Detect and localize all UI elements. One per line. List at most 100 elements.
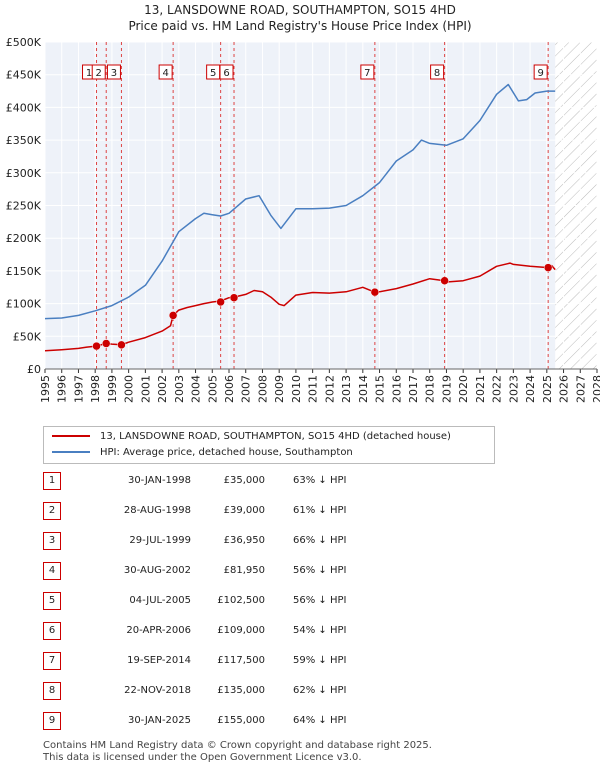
y-tick-label: £400K (6, 101, 42, 114)
sale-number-box (91, 64, 106, 80)
transaction-hpi-diff: 56% ↓ HPI (293, 595, 347, 606)
x-tick-label: 1999 (106, 375, 119, 403)
sale-point (168, 311, 178, 320)
transaction-date: 20-APR-2006 (126, 625, 191, 636)
legend-label-hpi: HPI: Average price, detached house, Sout… (100, 447, 353, 458)
transaction-row: 8 22-NOV-2018 £135,000 62% ↓ HPI (43, 682, 473, 700)
x-tick-label: 2000 (123, 375, 136, 403)
x-tick-label: 2012 (323, 375, 336, 403)
legend-item-property: 13, LANSDOWNE ROAD, SOUTHAMPTON, SO15 4H… (52, 430, 451, 444)
x-tick-label: 2001 (139, 375, 152, 403)
sale-number-label: 9 (537, 68, 543, 79)
x-tick-label: 2021 (474, 375, 487, 403)
sale-number-label: 1 (86, 68, 92, 79)
transaction-price: £117,500 (217, 655, 265, 666)
transaction-number-badge: 7 (43, 652, 61, 670)
y-tick-label: £50K (13, 330, 42, 343)
transaction-row: 9 30-JAN-2025 £155,000 64% ↓ HPI (43, 712, 473, 730)
sale-point (543, 263, 553, 272)
sale-number-label: 6 (223, 68, 229, 79)
transaction-row: 7 19-SEP-2014 £117,500 59% ↓ HPI (43, 652, 473, 670)
transaction-hpi-diff: 66% ↓ HPI (293, 535, 347, 546)
transaction-row: 5 04-JUL-2005 £102,500 56% ↓ HPI (43, 592, 473, 610)
transaction-hpi-diff: 59% ↓ HPI (293, 655, 347, 666)
transaction-row: 1 30-JAN-1998 £35,000 63% ↓ HPI (43, 472, 473, 490)
hpi-line (44, 83, 556, 320)
x-tick-label: 2024 (524, 375, 537, 403)
sale-number-label: 8 (434, 68, 440, 79)
transaction-date: 30-AUG-2002 (123, 565, 191, 576)
x-tick-label: 1996 (56, 375, 69, 403)
transaction-number-badge: 4 (43, 562, 61, 580)
transaction-date: 04-JUL-2005 (129, 595, 191, 606)
transaction-price: £35,000 (223, 475, 265, 486)
transaction-price: £39,000 (223, 505, 265, 516)
y-tick-label: £200K (6, 232, 42, 245)
x-tick-label: 2028 (591, 375, 600, 403)
legend-swatch-hpi (52, 451, 90, 453)
transaction-row: 6 20-APR-2006 £109,000 54% ↓ HPI (43, 622, 473, 640)
transaction-number-badge: 5 (43, 592, 61, 610)
transaction-date: 19-SEP-2014 (127, 655, 191, 666)
chart-title: 13, LANSDOWNE ROAD, SOUTHAMPTON, SO15 4H… (144, 3, 456, 17)
sale-number-box (360, 64, 375, 80)
transaction-price: £135,000 (217, 685, 265, 696)
x-tick-label: 2014 (357, 375, 370, 403)
x-tick-label: 2022 (491, 375, 504, 403)
transaction-price: £81,950 (223, 565, 265, 576)
chart-subtitle: Price paid vs. HM Land Registry's House … (128, 19, 472, 33)
x-tick-label: 2018 (424, 375, 437, 403)
transaction-price: £102,500 (217, 595, 265, 606)
legend-label-property: 13, LANSDOWNE ROAD, SOUTHAMPTON, SO15 4H… (100, 431, 451, 442)
x-tick-label: 2003 (173, 375, 186, 403)
y-tick-label: £500K (6, 36, 42, 49)
legend-swatch-property (52, 435, 90, 437)
sale-number-box (106, 64, 121, 80)
y-tick-label: £300K (6, 167, 42, 180)
transaction-price: £36,950 (223, 535, 265, 546)
y-tick-label: £100K (6, 298, 42, 311)
x-tick-label: 2013 (340, 375, 353, 403)
sale-number-box (219, 64, 234, 80)
x-tick-label: 2010 (290, 375, 303, 403)
transaction-hpi-diff: 61% ↓ HPI (293, 505, 347, 516)
x-tick-label: 2025 (541, 375, 554, 403)
x-tick-label: 1997 (72, 375, 85, 403)
y-tick-label: £0 (27, 363, 41, 376)
transaction-hpi-diff: 54% ↓ HPI (293, 625, 347, 636)
transaction-number-badge: 3 (43, 532, 61, 550)
transaction-date: 29-JUL-1999 (129, 535, 191, 546)
x-tick-label: 2023 (507, 375, 520, 403)
transaction-price: £155,000 (217, 715, 265, 726)
sale-number-box (533, 64, 548, 80)
x-tick-label: 2006 (223, 375, 236, 403)
transaction-number-badge: 1 (43, 472, 61, 490)
transaction-hpi-diff: 56% ↓ HPI (293, 565, 347, 576)
transaction-date: 22-NOV-2018 (124, 685, 191, 696)
x-tick-label: 2011 (307, 375, 320, 403)
transaction-row: 2 28-AUG-1998 £39,000 61% ↓ HPI (43, 502, 473, 520)
transaction-hpi-diff: 64% ↓ HPI (293, 715, 347, 726)
x-tick-label: 2020 (457, 375, 470, 403)
price-chart: 1 2 3 4 5 6 7 8 9 £0 £50K £100K £150K £200K £250K £300K… (6, 36, 600, 403)
sale-number-label: 5 (210, 68, 216, 79)
transaction-number-badge: 2 (43, 502, 61, 520)
x-tick-label: 2004 (190, 375, 203, 403)
sale-point (216, 297, 225, 307)
sale-number-label: 3 (111, 68, 117, 79)
x-tick-label: 2009 (273, 375, 286, 403)
sale-number-label: 4 (162, 68, 168, 79)
x-tick-label: 2027 (574, 375, 587, 403)
sale-point (440, 276, 449, 285)
sale-number-box (430, 64, 445, 80)
sale-point (370, 287, 380, 297)
transaction-hpi-diff: 62% ↓ HPI (293, 685, 347, 696)
x-tick-label: 2007 (240, 375, 253, 403)
transaction-number-badge: 9 (43, 712, 61, 730)
x-tick-label: 2005 (206, 375, 219, 403)
transaction-price: £109,000 (217, 625, 265, 636)
x-tick-label: 2002 (156, 375, 169, 403)
transaction-row: 4 30-AUG-2002 £81,950 56% ↓ HPI (43, 562, 473, 580)
sale-point (229, 293, 239, 302)
sale-point (117, 340, 126, 350)
